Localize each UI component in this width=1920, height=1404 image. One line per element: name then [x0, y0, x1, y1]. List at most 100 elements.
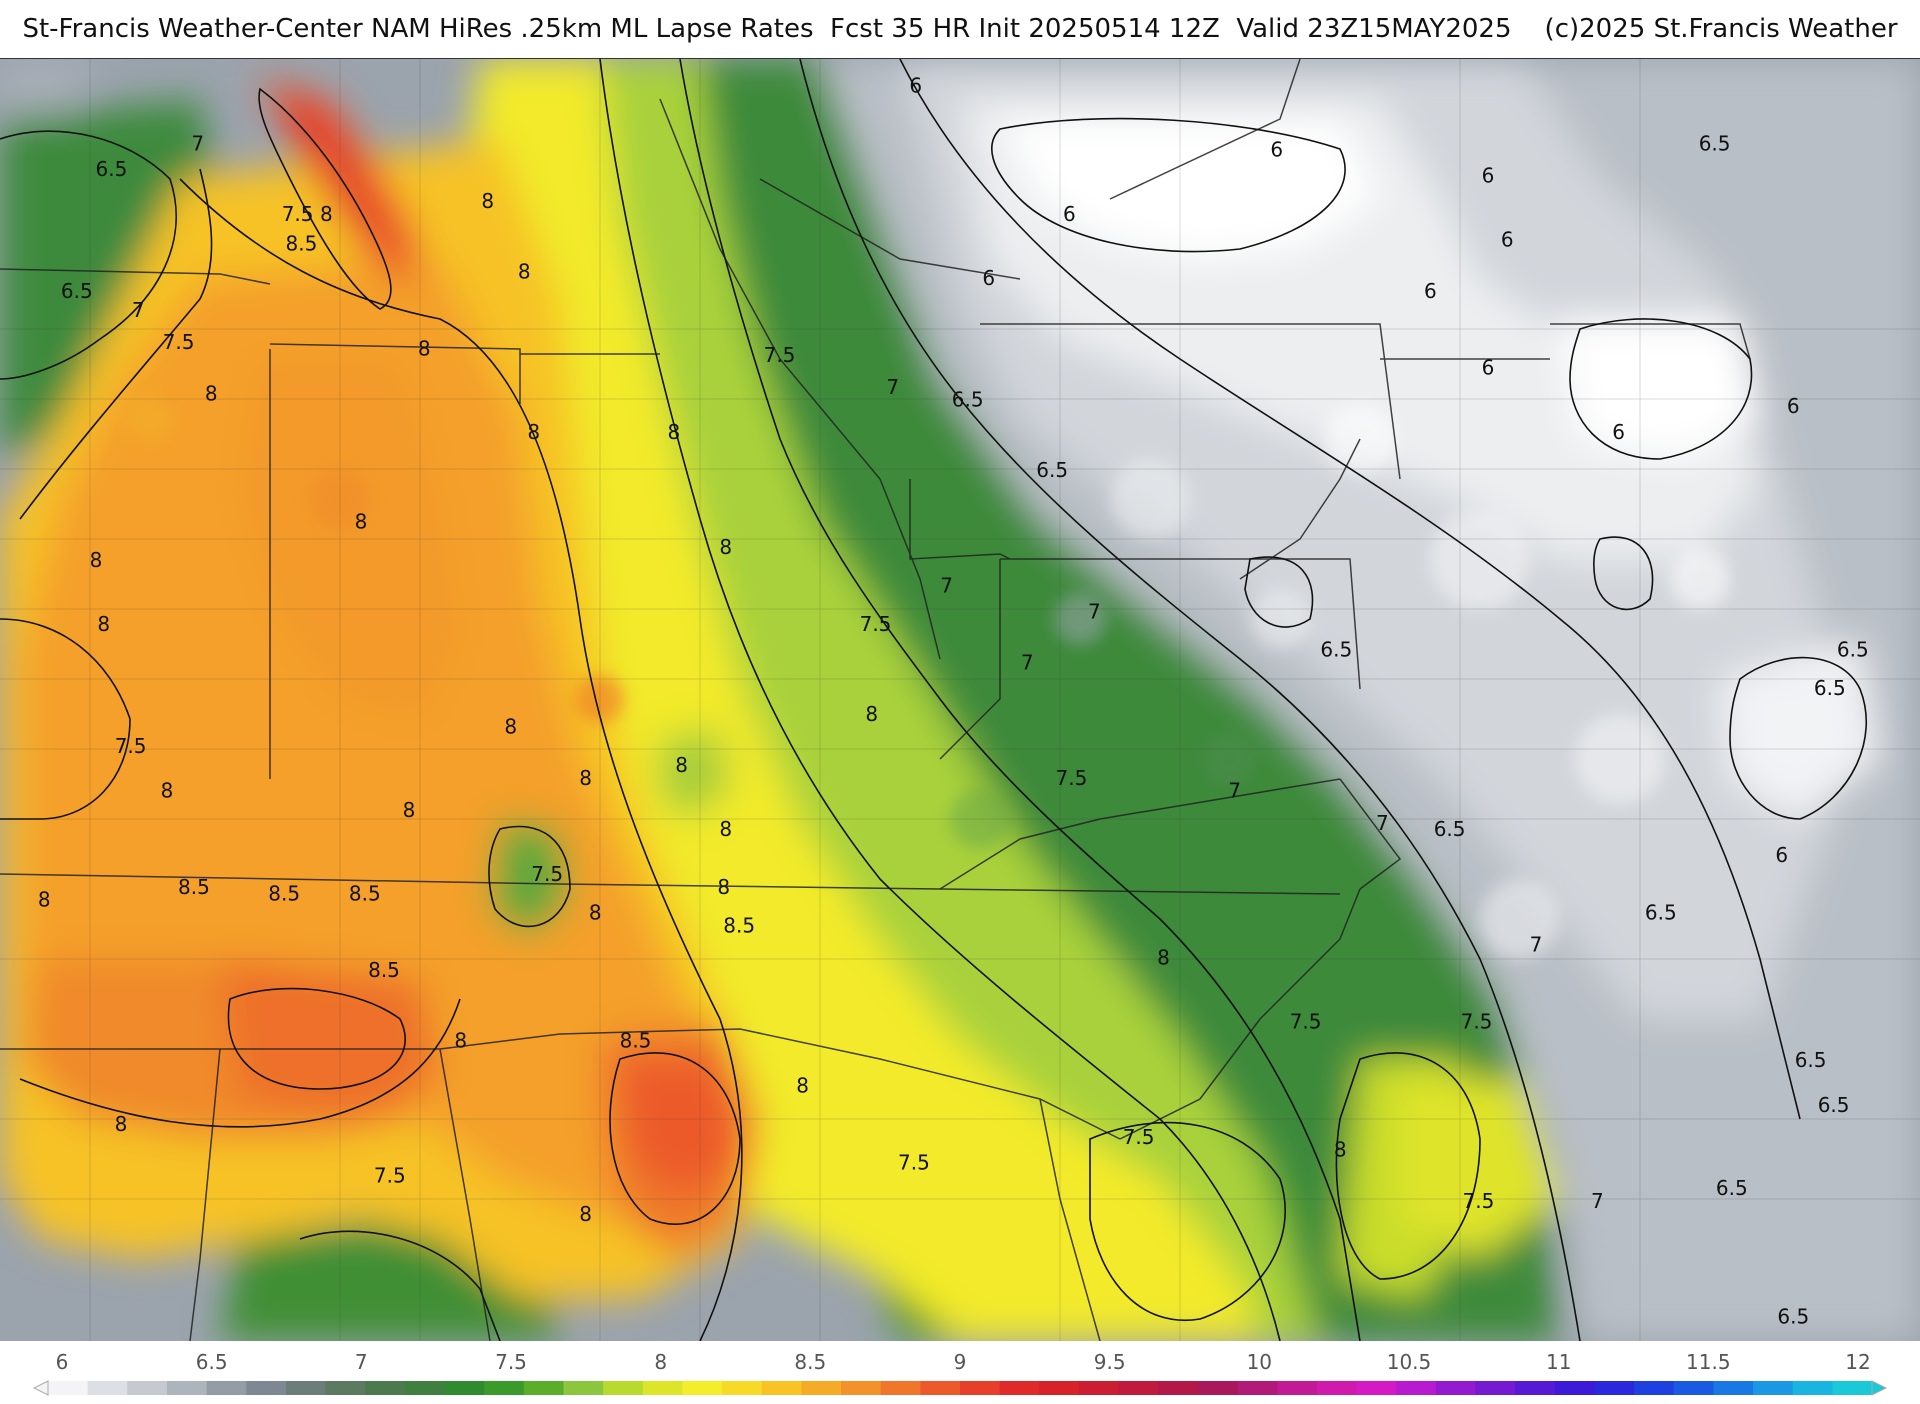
colorbar: 6 6.5 7 7.5 8 8.5 9 9.5 10 10.5 11 11.5 12	[0, 1341, 1920, 1400]
colorbar-tick-label: 6	[56, 1350, 69, 1374]
colorbar-segment	[1832, 1381, 1873, 1395]
colorbar-segment	[1078, 1381, 1120, 1395]
contour-label: 6.5	[1320, 638, 1352, 662]
contour-label: 7.5	[282, 202, 314, 226]
contour-labels: 6 6 6 6 6 6 6 6 6 6 6 6.5 6.5 6.5 6.5 6.5 6.5 6.5 6.5 6.5 6.…	[38, 74, 1869, 1329]
colorbar-segment	[960, 1381, 1001, 1395]
colorbar-segment	[920, 1381, 961, 1395]
colorbar-segment	[1554, 1381, 1596, 1395]
contour-label: 7.5	[764, 343, 796, 367]
contour-label: 6	[1775, 843, 1788, 867]
colorbar-segment	[1673, 1381, 1714, 1395]
contour-label: 8	[865, 702, 878, 726]
contour-label: 6	[1612, 420, 1625, 444]
contour-label: 8.5	[268, 881, 300, 905]
contour-label: 8	[796, 1074, 809, 1098]
colorbar-segment	[285, 1381, 327, 1395]
colorbar-segment	[1594, 1381, 1635, 1395]
colorbar-segment	[325, 1381, 366, 1395]
contour-label: 6.5	[1434, 817, 1466, 841]
contour-label: 6.5	[1699, 131, 1731, 155]
colorbar-segment	[1713, 1381, 1754, 1395]
contour-label: 8	[403, 798, 416, 822]
contour-label: 6.5	[1818, 1093, 1850, 1117]
contour-label: 7.5	[163, 330, 195, 354]
colorbar-segment	[1753, 1381, 1794, 1395]
contour-label: 6.5	[61, 279, 93, 303]
contour-label: 8	[719, 535, 732, 559]
contour-label: 6.5	[1777, 1304, 1809, 1328]
colorbar-segment	[523, 1381, 565, 1395]
contour-label: 6	[909, 74, 922, 98]
contour-label: 8	[1334, 1138, 1347, 1162]
colorbar-segment	[880, 1381, 921, 1395]
colorbar-segment	[801, 1381, 842, 1395]
contour-label: 7	[940, 574, 953, 598]
colorbar-segment	[1792, 1381, 1833, 1395]
lapse-rate-map[interactable]: 6 6 6 6 6 6 6 6 6 6 6 6.5 6.5 6.5 6.5 6.5 6.5 6.5 6.5 6.5 6.…	[0, 59, 1920, 1341]
contour-label: 7.5	[1123, 1125, 1155, 1149]
colorbar-tick-label: 10	[1247, 1350, 1272, 1374]
contour-label: 7	[132, 298, 145, 322]
colorbar-tick-label: 6.5	[196, 1350, 228, 1374]
contour-label: 8	[719, 817, 732, 841]
contour-label: 7.5	[1055, 766, 1087, 790]
colorbar-tick-label: 11	[1546, 1350, 1571, 1374]
contour-label: 7	[886, 375, 899, 399]
contour-label: 8	[589, 901, 602, 925]
contour-label: 8	[454, 1029, 467, 1053]
contour-label: 6.5	[1795, 1048, 1827, 1072]
colorbar-segment	[1237, 1381, 1278, 1395]
colorbar-segment	[1515, 1381, 1556, 1395]
contour-label: 8	[418, 336, 431, 360]
colorbar-segment	[1039, 1381, 1080, 1395]
contour-label: 7.5	[1290, 1010, 1322, 1034]
colorbar-segment	[484, 1381, 525, 1395]
contour-label: 7	[1228, 779, 1241, 803]
colorbar-segment	[761, 1381, 802, 1395]
colorbar-tick-label: 12	[1845, 1350, 1870, 1374]
colorbar-segment	[1435, 1381, 1477, 1395]
colorbar-segment	[1197, 1381, 1239, 1395]
colorbar-segment	[166, 1381, 208, 1395]
colorbar-segment	[87, 1381, 128, 1395]
contour-label: 7	[1376, 811, 1389, 835]
contour-label: 8	[90, 548, 103, 572]
colorbar-tick-label: 8.5	[794, 1350, 826, 1374]
contour-label: 8	[527, 420, 540, 444]
colorbar-segment	[365, 1381, 406, 1395]
contour-label: 7	[1021, 651, 1034, 675]
contour-label: 8	[579, 1202, 592, 1226]
contour-label: 8	[717, 875, 730, 899]
contour-label: 6.5	[1645, 901, 1677, 925]
colorbar-segment	[444, 1381, 485, 1395]
colorbar-segment	[563, 1381, 604, 1395]
colorbar-segments	[48, 1381, 1873, 1395]
colorbar-segment	[722, 1381, 763, 1395]
contour-label: 6	[1482, 163, 1495, 187]
shading-field	[0, 59, 1920, 1341]
map-panel[interactable]: 6 6 6 6 6 6 6 6 6 6 6 6.5 6.5 6.5 6.5 6.5 6.5 6.5 6.5 6.5 6.…	[0, 58, 1920, 1342]
contour-label: 6	[1270, 138, 1283, 162]
contour-label: 7.5	[1462, 1189, 1494, 1213]
contour-label: 8	[579, 766, 592, 790]
contour-label: 6	[1482, 356, 1495, 380]
colorbar-segment	[1158, 1381, 1199, 1395]
contour-label: 7.5	[898, 1151, 930, 1175]
contour-label: 7	[1530, 933, 1543, 957]
contour-label: 8	[115, 1112, 128, 1136]
colorbar-segment	[1356, 1381, 1397, 1395]
colorbar-segment	[1277, 1381, 1318, 1395]
contour-label: 7.5	[531, 862, 563, 886]
colorbar-scale: 6 6.5 7 7.5 8 8.5 9 9.5 10 10.5 11 11.5 12	[32, 1350, 1888, 1396]
colorbar-segment	[1634, 1381, 1675, 1395]
contour-label: 7.5	[374, 1163, 406, 1187]
contour-label: 7.5	[115, 734, 147, 758]
colorbar-segment	[246, 1381, 287, 1395]
contour-label: 6	[982, 266, 995, 290]
colorbar-tick-label: 7	[355, 1350, 368, 1374]
contour-label: 8	[1157, 945, 1170, 969]
colorbar-segment	[206, 1381, 247, 1395]
contour-label: 7.5	[1461, 1010, 1493, 1034]
colorbar-tick-label: 9	[954, 1350, 967, 1374]
